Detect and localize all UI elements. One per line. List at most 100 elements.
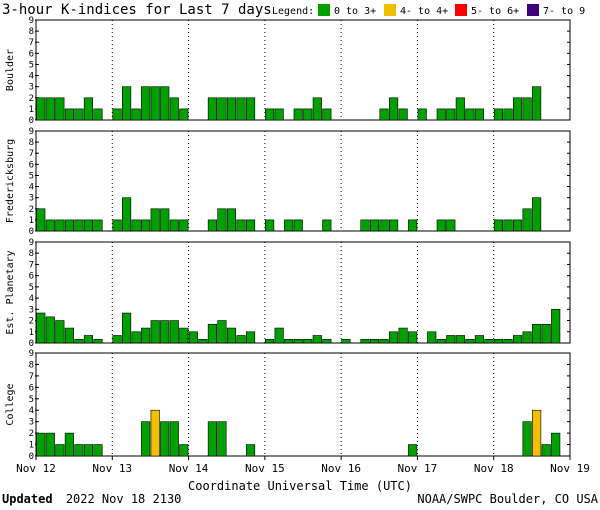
chart-title: 3-hour K-indices for Last 7 days — [2, 2, 272, 18]
kp-bar — [45, 432, 55, 457]
kp-bar — [408, 444, 418, 457]
legend-swatch-4 — [384, 4, 396, 16]
kp-bar — [322, 108, 332, 121]
kp-bar — [226, 97, 237, 121]
kp-bar — [131, 219, 141, 232]
kp-bar — [64, 108, 74, 121]
kp-bar — [55, 444, 65, 457]
kp-bar — [532, 323, 542, 344]
kp-bar — [293, 219, 303, 232]
legend-swatch-5-6 — [455, 4, 467, 16]
date-label: Nov 14 — [169, 462, 209, 475]
kp-bar — [512, 219, 523, 232]
kp-bar — [160, 421, 170, 457]
updated-label: Updated — [2, 492, 53, 506]
kp-bar — [36, 312, 46, 344]
kp-bar — [493, 338, 504, 344]
legend-swatch-0-3 — [318, 4, 330, 16]
y-tick-label: 6 — [29, 49, 34, 59]
kp-bar — [74, 108, 84, 121]
kp-bar — [93, 108, 103, 121]
panel-ylabel: Fredericksburg — [5, 139, 16, 223]
kp-bar — [293, 338, 303, 344]
kp-bar — [74, 219, 84, 232]
y-tick-label: 6 — [29, 383, 34, 393]
kp-bar — [522, 421, 532, 457]
kp-bar — [64, 432, 74, 457]
y-tick-label: 3 — [29, 83, 34, 93]
y-tick-label: 4 — [29, 294, 34, 304]
y-tick-label: 5 — [29, 395, 34, 405]
kp-bar — [465, 338, 475, 344]
kp-bar — [455, 335, 465, 344]
kp-bar — [83, 97, 94, 121]
y-tick-label: 3 — [29, 194, 34, 204]
kp-bar — [284, 338, 294, 344]
kp-bar — [265, 108, 275, 121]
kp-bar — [141, 421, 151, 457]
kp-bar — [303, 108, 313, 121]
kp-bar — [150, 320, 160, 344]
kp-bar — [207, 97, 217, 121]
kp-bar — [36, 208, 46, 232]
legend-swatch-7-9 — [527, 4, 539, 16]
kp-bar — [83, 219, 94, 232]
y-tick-label: 9 — [29, 349, 34, 359]
kp-bar — [312, 335, 322, 344]
kp-bar — [74, 338, 84, 344]
y-tick-label: 2 — [29, 94, 34, 104]
kp-bar — [245, 97, 256, 121]
kp-bar — [455, 97, 465, 121]
y-tick-label: 8 — [29, 360, 34, 370]
date-label: Nov 17 — [398, 462, 438, 475]
kp-bar — [408, 331, 418, 344]
kp-bar — [112, 108, 122, 121]
kp-bar — [55, 320, 65, 344]
y-tick-label: 5 — [29, 60, 34, 70]
kp-bar — [236, 97, 246, 121]
y-tick-label: 7 — [29, 149, 34, 159]
kp-bar — [408, 219, 418, 232]
kp-bar — [389, 331, 399, 344]
legend-text-5-6: 5- to 6+ — [471, 6, 519, 17]
kp-bar — [551, 432, 561, 457]
kp-bar — [303, 338, 313, 344]
x-axis-label: Coordinate Universal Time (UTC) — [188, 479, 412, 493]
kp-bar — [64, 219, 74, 232]
kp-bar — [55, 97, 65, 121]
kp-bar — [179, 108, 189, 121]
kp-bar — [389, 219, 399, 232]
y-tick-label: 8 — [29, 138, 34, 148]
kp-bar — [169, 320, 179, 344]
y-tick-label: 0 — [29, 116, 34, 126]
kp-bar — [36, 97, 46, 121]
kp-bar — [446, 108, 456, 121]
updated-line: Updated 2022 Nov 18 2130 — [2, 492, 181, 506]
kp-bar — [436, 338, 446, 344]
kp-bar — [93, 219, 103, 232]
y-tick-label: 4 — [29, 406, 34, 416]
kp-bar — [398, 327, 408, 344]
kp-bar — [436, 108, 446, 121]
kp-bar — [169, 97, 179, 121]
kp-bar — [541, 323, 551, 344]
kp-bar — [265, 338, 275, 344]
updated-value: 2022 Nov 18 2130 — [66, 492, 182, 506]
legend-label: Legend: — [272, 6, 314, 17]
kp-bar — [122, 312, 132, 344]
kp-bar — [169, 219, 179, 232]
panel-frame — [35, 241, 571, 344]
y-tick-label: 3 — [29, 418, 34, 428]
kp-bar — [293, 108, 303, 121]
kp-bar — [74, 444, 84, 457]
kp-bar — [45, 219, 55, 232]
kp-bar — [141, 219, 151, 232]
legend-text-7-9: 7- to 9 — [543, 6, 585, 17]
date-label: Nov 12 — [16, 462, 56, 475]
kp-bar — [245, 331, 256, 344]
kp-bar — [36, 432, 46, 457]
kp-bar — [64, 327, 74, 344]
kp-bar — [512, 335, 523, 344]
kp-bar — [341, 338, 351, 344]
